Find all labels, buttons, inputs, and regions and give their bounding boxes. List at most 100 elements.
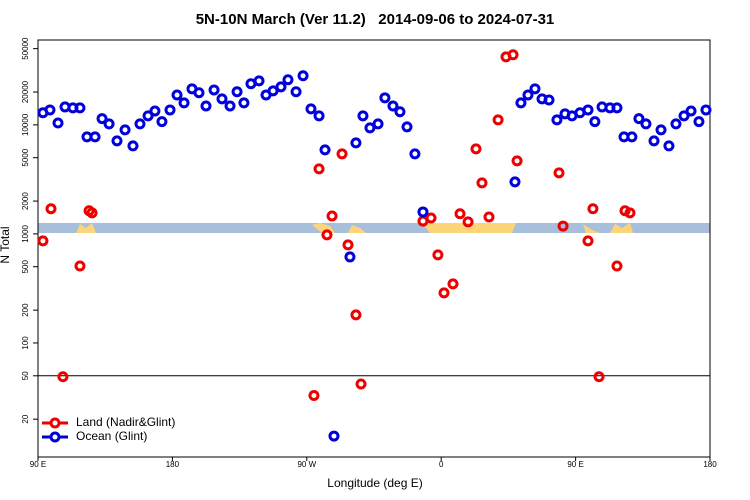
y-axis-label: N Total <box>0 226 12 263</box>
data-point <box>74 260 86 272</box>
data-point <box>149 105 161 117</box>
y-tick-label: 1000 <box>21 224 30 242</box>
data-point <box>321 229 333 241</box>
data-point <box>700 104 712 116</box>
data-point <box>208 84 220 96</box>
data-point <box>483 211 495 223</box>
data-point <box>86 207 98 219</box>
data-point <box>582 104 594 116</box>
data-point <box>328 430 340 442</box>
data-point <box>425 212 437 224</box>
data-point <box>44 104 56 116</box>
data-point <box>200 100 212 112</box>
data-point <box>522 89 534 101</box>
data-point <box>253 75 265 87</box>
data-point <box>670 118 682 130</box>
y-tick-label: 2000 <box>21 192 30 210</box>
y-tick-label: 20 <box>21 414 30 423</box>
data-point <box>111 135 123 147</box>
data-point <box>52 117 64 129</box>
y-tick-label: 100 <box>21 336 30 350</box>
data-point <box>164 104 176 116</box>
plot-frame <box>37 39 711 458</box>
data-point <box>693 116 705 128</box>
data-point <box>297 70 309 82</box>
x-tick-label: 90 E <box>567 460 583 469</box>
data-point <box>37 235 49 247</box>
data-point <box>290 86 302 98</box>
x-axis-label: Longitude (deg E) <box>327 476 422 490</box>
data-point <box>678 110 690 122</box>
data-point <box>587 203 599 215</box>
data-point <box>626 131 638 143</box>
data-point <box>685 105 697 117</box>
data-point <box>624 207 636 219</box>
data-point <box>74 102 86 114</box>
data-point <box>551 114 563 126</box>
y-tick-label: 500 <box>21 260 30 274</box>
data-point <box>417 206 429 218</box>
x-tick-label: 180 <box>166 460 180 469</box>
data-point <box>462 216 474 228</box>
data-point <box>282 74 294 86</box>
data-point <box>127 140 139 152</box>
data-point <box>394 106 406 118</box>
data-point <box>509 176 521 188</box>
data-point <box>470 143 482 155</box>
data-point <box>476 177 488 189</box>
data-point <box>342 239 354 251</box>
data-point <box>336 148 348 160</box>
data-point <box>515 97 527 109</box>
data-point <box>89 131 101 143</box>
data-point <box>224 100 236 112</box>
data-point <box>45 203 57 215</box>
data-point <box>511 155 523 167</box>
data-point <box>364 122 376 134</box>
data-point <box>447 278 459 290</box>
data-point <box>589 116 601 128</box>
data-point <box>357 110 369 122</box>
data-point <box>401 121 413 133</box>
data-point <box>231 86 243 98</box>
data-point <box>611 102 623 114</box>
chart-title: 5N-10N March (Ver 11.2) 2014-09-06 to 20… <box>196 11 555 28</box>
data-point <box>171 89 183 101</box>
data-point <box>344 251 356 263</box>
y-tick-label: 20000 <box>21 80 30 103</box>
y-tick-label: 50 <box>21 371 30 380</box>
data-point <box>275 81 287 93</box>
map-strip <box>38 223 710 233</box>
data-point <box>663 140 675 152</box>
legend-marker <box>49 431 61 443</box>
x-tick-label: 90 E <box>30 460 46 469</box>
data-point <box>267 85 279 97</box>
x-tick-label: 90 W <box>297 460 316 469</box>
legend-label: Ocean (Glint) <box>76 429 147 443</box>
y-tick-label: 50000 <box>21 37 30 60</box>
data-point <box>319 144 331 156</box>
data-point <box>308 389 320 401</box>
data-point <box>103 118 115 130</box>
data-point <box>432 249 444 261</box>
data-point <box>379 92 391 104</box>
legend-label: Land (Nadir&Glint) <box>76 415 175 429</box>
data-point <box>355 378 367 390</box>
data-point <box>529 83 541 95</box>
data-point <box>216 93 228 105</box>
data-point <box>313 110 325 122</box>
data-point <box>156 116 168 128</box>
data-point <box>96 113 108 125</box>
x-tick-label: 180 <box>703 460 717 469</box>
data-point <box>454 208 466 220</box>
data-point <box>372 118 384 130</box>
legend-marker <box>49 417 61 429</box>
data-point <box>582 235 594 247</box>
data-point <box>387 100 399 112</box>
data-point <box>409 148 421 160</box>
data-point <box>492 114 504 126</box>
data-point <box>655 124 667 136</box>
land-shape <box>76 223 633 233</box>
data-point <box>648 135 660 147</box>
